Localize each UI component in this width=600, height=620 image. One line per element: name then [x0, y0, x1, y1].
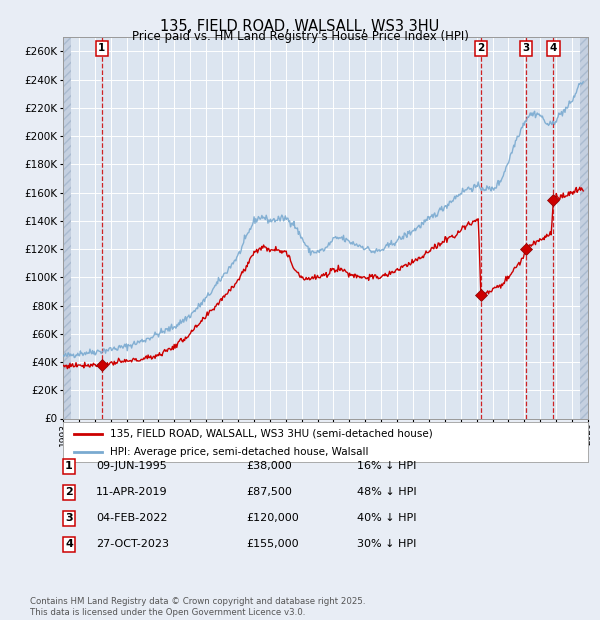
Text: £155,000: £155,000 [246, 539, 299, 549]
Text: 11-APR-2019: 11-APR-2019 [96, 487, 167, 497]
Text: £38,000: £38,000 [246, 461, 292, 471]
Text: 2: 2 [478, 43, 485, 53]
Text: 3: 3 [522, 43, 529, 53]
Text: 48% ↓ HPI: 48% ↓ HPI [357, 487, 416, 497]
Text: 1: 1 [65, 461, 73, 471]
Text: 135, FIELD ROAD, WALSALL, WS3 3HU (semi-detached house): 135, FIELD ROAD, WALSALL, WS3 3HU (semi-… [110, 428, 433, 439]
Polygon shape [63, 37, 71, 418]
Text: 2: 2 [65, 487, 73, 497]
Text: 30% ↓ HPI: 30% ↓ HPI [357, 539, 416, 549]
Text: £120,000: £120,000 [246, 513, 299, 523]
Text: 1: 1 [98, 43, 106, 53]
Text: 16% ↓ HPI: 16% ↓ HPI [357, 461, 416, 471]
Polygon shape [580, 37, 588, 418]
Text: 135, FIELD ROAD, WALSALL, WS3 3HU: 135, FIELD ROAD, WALSALL, WS3 3HU [160, 19, 440, 33]
Text: 3: 3 [65, 513, 73, 523]
Text: 4: 4 [65, 539, 73, 549]
Text: 09-JUN-1995: 09-JUN-1995 [96, 461, 167, 471]
Text: 04-FEB-2022: 04-FEB-2022 [96, 513, 167, 523]
Text: HPI: Average price, semi-detached house, Walsall: HPI: Average price, semi-detached house,… [110, 447, 369, 457]
Text: 27-OCT-2023: 27-OCT-2023 [96, 539, 169, 549]
Text: 40% ↓ HPI: 40% ↓ HPI [357, 513, 416, 523]
Text: £87,500: £87,500 [246, 487, 292, 497]
Text: 4: 4 [550, 43, 557, 53]
Text: Price paid vs. HM Land Registry's House Price Index (HPI): Price paid vs. HM Land Registry's House … [131, 30, 469, 43]
Text: Contains HM Land Registry data © Crown copyright and database right 2025.
This d: Contains HM Land Registry data © Crown c… [30, 598, 365, 617]
